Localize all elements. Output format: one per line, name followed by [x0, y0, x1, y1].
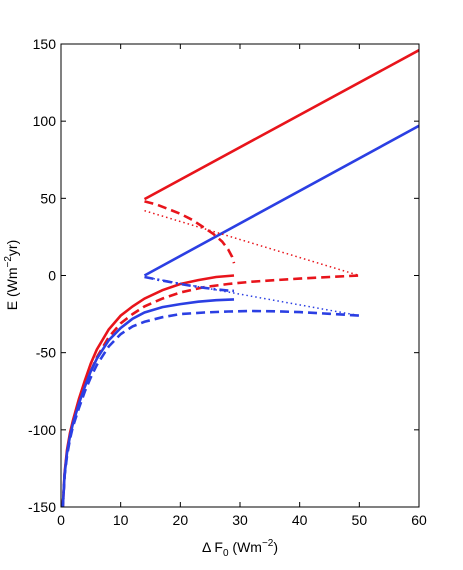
- series-line-red-dashed-7: [144, 200, 236, 264]
- series-layer: [61, 49, 420, 508]
- series-line-blue-solid-6: [143, 124, 420, 277]
- plot-area: [61, 44, 419, 507]
- x-tick-label: 60: [411, 512, 427, 528]
- x-tick-label: 20: [173, 512, 189, 528]
- series-line-blue-solid-3: [61, 298, 235, 508]
- x-axis-label-unit-sup: −2: [262, 538, 274, 549]
- y-axis-label-sup: −2: [3, 256, 14, 268]
- y-tick-label: -150: [28, 499, 56, 515]
- x-axis-label-sub: 0: [223, 548, 229, 559]
- x-axis-label-unit-open: (Wm: [229, 539, 262, 555]
- x-tick-label: 0: [57, 512, 65, 528]
- x-axis-label: Δ F0 (Wm−2): [202, 538, 278, 559]
- y-tick-label: -100: [28, 422, 56, 438]
- x-axis-label-unit-close: ): [273, 539, 278, 555]
- y-axis-label: E (Wm−2yr): [3, 240, 20, 311]
- x-tick-label: 10: [113, 512, 129, 528]
- x-tick-label: 40: [292, 512, 308, 528]
- y-tick-label: -50: [36, 345, 56, 361]
- x-tick-label: 50: [352, 512, 368, 528]
- series-line-blue-dotted-9: [144, 276, 360, 317]
- y-tick-label: 100: [33, 113, 57, 129]
- y-tick-label: 50: [40, 190, 56, 206]
- series-line-blue-dashdot-10: [144, 275, 235, 293]
- y-tick-label: 0: [48, 268, 56, 284]
- y-axis-label-tail: yr): [4, 240, 20, 256]
- x-axis-label-base: Δ F: [202, 539, 223, 555]
- y-axis-label-base: E (Wm: [4, 267, 20, 310]
- tick-layer: 0 10 20 30 40 50 60 -150 -100 -50 0 50 100 150: [28, 36, 427, 528]
- series-line-red-solid-5: [143, 49, 420, 201]
- y-tick-label: 150: [33, 36, 57, 52]
- series-line-blue-dashed-4: [61, 309, 360, 508]
- x-tick-label: 30: [232, 512, 248, 528]
- series-line-red-dotted-8: [144, 209, 360, 277]
